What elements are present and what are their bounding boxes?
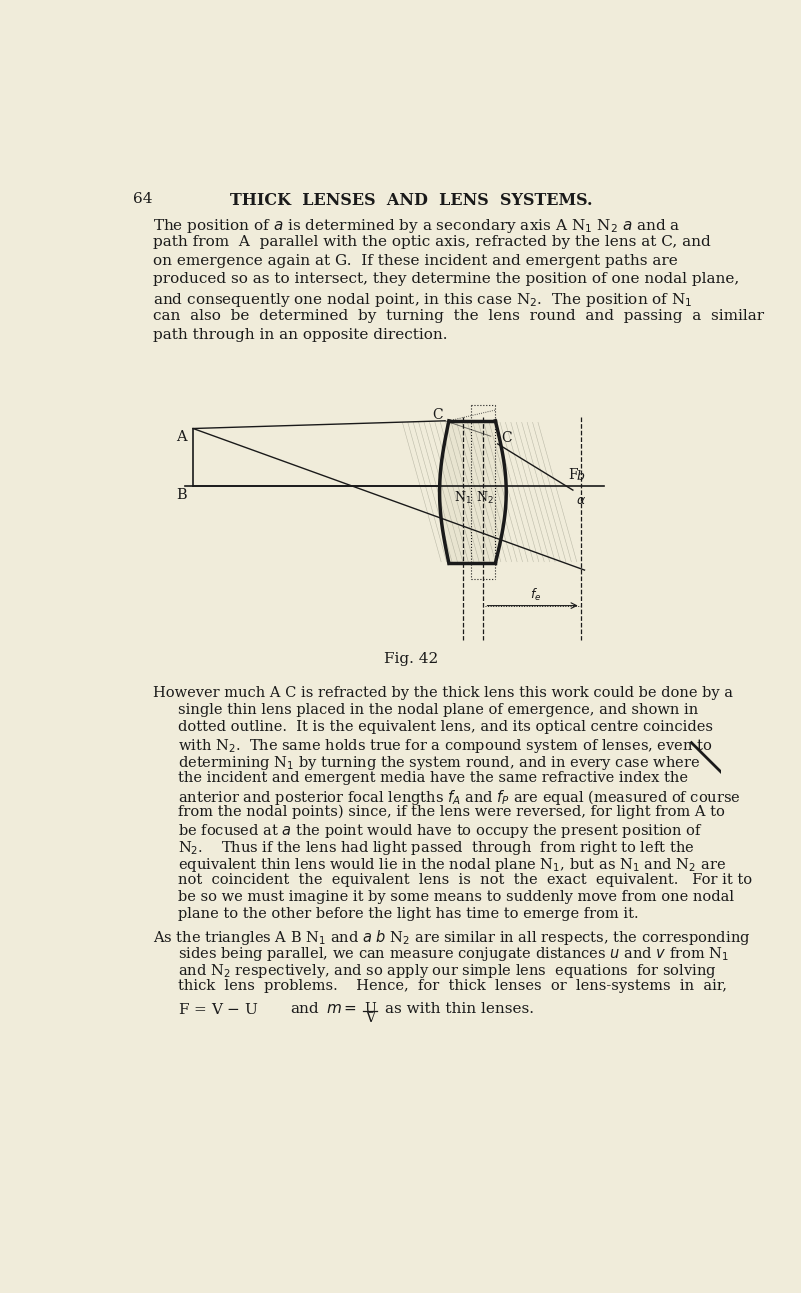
Text: Fig. 42: Fig. 42 [384,652,438,666]
Text: be so we must imagine it by some means to suddenly move from one nodal: be so we must imagine it by some means t… [178,890,734,904]
Text: N$_2$.    Thus if the lens had light passed  through  from right to left the: N$_2$. Thus if the lens had light passed… [178,839,694,857]
Text: However much A C is refracted by the thick lens this work could be done by a: However much A C is refracted by the thi… [153,687,733,701]
Polygon shape [440,420,506,564]
Text: as with thin lenses.: as with thin lenses. [385,1002,534,1016]
Text: with N$_2$.  The same holds true for a compound system of lenses, even to: with N$_2$. The same holds true for a co… [178,737,712,755]
Text: from the nodal points) since, if the lens were reversed, for light from A to: from the nodal points) since, if the len… [178,806,724,820]
Text: path from  A  parallel with the optic axis, refracted by the lens at C, and: path from A parallel with the optic axis… [153,235,710,250]
Text: and consequently one nodal point, in this case N$_2$.  The position of N$_1$: and consequently one nodal point, in thi… [153,291,693,309]
Text: B: B [176,487,187,502]
Text: F: F [568,468,578,482]
Text: single thin lens placed in the nodal plane of emergence, and shown in: single thin lens placed in the nodal pla… [178,703,698,718]
Text: dotted outline.  It is the equivalent lens, and its optical centre coincides: dotted outline. It is the equivalent len… [178,720,713,734]
Text: produced so as to intersect, they determine the position of one nodal plane,: produced so as to intersect, they determ… [153,273,739,286]
Text: $\alpha$: $\alpha$ [576,494,586,507]
Text: the incident and emergent media have the same refractive index the: the incident and emergent media have the… [178,771,687,785]
Text: THICK  LENSES  AND  LENS  SYSTEMS.: THICK LENSES AND LENS SYSTEMS. [230,193,592,209]
Text: be focused at $a$ the point would have to occupy the present position of: be focused at $a$ the point would have t… [178,822,702,840]
Text: sides being parallel, we can measure conjugate distances $u$ and $v$ from N$_1$: sides being parallel, we can measure con… [178,945,729,963]
Text: 64: 64 [133,193,152,206]
Text: $f_e$: $f_e$ [530,587,541,604]
Text: anterior and posterior focal lengths $f_A$ and $f_P$ are equal (measured of cour: anterior and posterior focal lengths $f_… [178,789,740,807]
Text: N$_2$: N$_2$ [476,490,493,507]
Text: The position of $a$ is determined by a secondary axis A N$_1$ N$_2$ $a$ and a: The position of $a$ is determined by a s… [153,217,680,235]
Text: A: A [176,431,187,443]
Text: thick  lens  problems.    Hence,  for  thick  lenses  or  lens-systems  in  air,: thick lens problems. Hence, for thick le… [178,979,727,993]
Text: As the triangles A B N$_1$ and $a$ $b$ N$_2$ are similar in all respects, the co: As the triangles A B N$_1$ and $a$ $b$ N… [153,928,751,948]
Text: path through in an opposite direction.: path through in an opposite direction. [153,327,447,341]
Text: C: C [501,432,511,446]
Text: and N$_2$ respectively, and so apply our simple lens  equations  for solving: and N$_2$ respectively, and so apply our… [178,962,716,980]
Text: plane to the other before the light has time to emerge from it.: plane to the other before the light has … [178,906,638,921]
Text: on emergence again at G.  If these incident and emergent paths are: on emergence again at G. If these incide… [153,253,678,268]
Text: V: V [364,1011,375,1025]
Text: U: U [364,1002,376,1016]
Text: $m =$: $m =$ [327,1002,357,1016]
Text: F = V $-$ U: F = V $-$ U [178,1002,259,1018]
Text: b: b [576,471,584,484]
Text: equivalent thin lens would lie in the nodal plane N$_1$, but as N$_1$ and N$_2$ : equivalent thin lens would lie in the no… [178,856,726,874]
Text: determining N$_1$ by turning the system round, and in every case where: determining N$_1$ by turning the system … [178,754,700,772]
Text: C: C [432,409,443,423]
Text: can  also  be  determined  by  turning  the  lens  round  and  passing  a  simil: can also be determined by turning the le… [153,309,764,323]
Text: not  coincident  the  equivalent  lens  is  not  the  exact  equivalent.   For i: not coincident the equivalent lens is no… [178,873,752,887]
Text: and: and [290,1002,319,1016]
Text: N$_1$: N$_1$ [454,490,472,507]
